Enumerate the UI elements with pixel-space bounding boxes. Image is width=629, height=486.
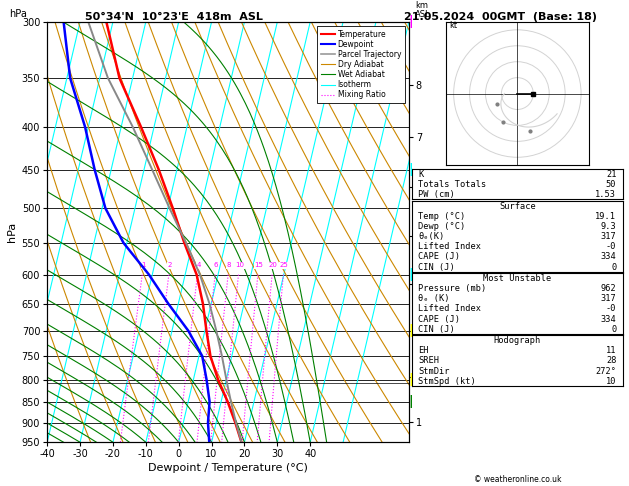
Text: 20: 20 <box>269 262 277 268</box>
Text: 2: 2 <box>168 262 172 268</box>
Text: 334: 334 <box>601 252 616 261</box>
Text: PW (cm): PW (cm) <box>418 191 455 199</box>
Text: Lifted Index: Lifted Index <box>418 304 481 313</box>
Text: Totals Totals: Totals Totals <box>418 180 487 189</box>
Text: 8: 8 <box>227 262 231 268</box>
Y-axis label: hPa: hPa <box>8 222 18 242</box>
Text: km
ASL: km ASL <box>415 1 431 19</box>
Text: 21: 21 <box>606 170 616 179</box>
Text: LCL: LCL <box>416 379 431 388</box>
Text: CIN (J): CIN (J) <box>418 262 455 272</box>
Text: Hodograph: Hodograph <box>494 336 541 345</box>
Text: K: K <box>418 170 423 179</box>
Text: -0: -0 <box>606 243 616 251</box>
Text: 25: 25 <box>280 262 289 268</box>
Legend: Temperature, Dewpoint, Parcel Trajectory, Dry Adiabat, Wet Adiabat, Isotherm, Mi: Temperature, Dewpoint, Parcel Trajectory… <box>317 26 405 103</box>
Text: 28: 28 <box>606 356 616 365</box>
Text: Dewp (°C): Dewp (°C) <box>418 222 465 231</box>
Text: SREH: SREH <box>418 356 439 365</box>
Text: 21.05.2024  00GMT  (Base: 18): 21.05.2024 00GMT (Base: 18) <box>404 12 597 22</box>
Text: -0: -0 <box>606 304 616 313</box>
Text: 50°34'N  10°23'E  418m  ASL: 50°34'N 10°23'E 418m ASL <box>85 12 263 22</box>
Text: 19.1: 19.1 <box>596 212 616 221</box>
Text: 15: 15 <box>254 262 263 268</box>
Text: 962: 962 <box>601 284 616 293</box>
Text: 334: 334 <box>601 314 616 324</box>
Text: 10: 10 <box>606 377 616 385</box>
Text: 0: 0 <box>611 262 616 272</box>
X-axis label: Dewpoint / Temperature (°C): Dewpoint / Temperature (°C) <box>148 463 308 473</box>
Text: Most Unstable: Most Unstable <box>483 274 552 283</box>
Text: 317: 317 <box>601 295 616 303</box>
Text: 9.3: 9.3 <box>601 222 616 231</box>
Text: |: | <box>408 324 413 337</box>
Text: |: | <box>408 16 413 28</box>
Text: |: | <box>408 373 413 386</box>
Text: CAPE (J): CAPE (J) <box>418 252 460 261</box>
Text: kt: kt <box>449 21 457 30</box>
Text: 1.53: 1.53 <box>596 191 616 199</box>
Text: 317: 317 <box>601 232 616 241</box>
Text: hPa: hPa <box>9 9 27 19</box>
Text: © weatheronline.co.uk: © weatheronline.co.uk <box>474 474 561 484</box>
Text: θₑ(K): θₑ(K) <box>418 232 445 241</box>
Text: Temp (°C): Temp (°C) <box>418 212 465 221</box>
Text: StmDir: StmDir <box>418 366 450 376</box>
Text: EH: EH <box>418 347 429 355</box>
Text: 6: 6 <box>214 262 218 268</box>
Text: CIN (J): CIN (J) <box>418 325 455 334</box>
Text: Surface: Surface <box>499 202 536 211</box>
Text: |: | <box>408 395 413 408</box>
Text: 11: 11 <box>606 347 616 355</box>
Text: 272°: 272° <box>596 366 616 376</box>
Text: 1: 1 <box>141 262 146 268</box>
Text: 4: 4 <box>196 262 201 268</box>
Text: 0: 0 <box>611 325 616 334</box>
Text: |: | <box>408 268 413 281</box>
Text: Pressure (mb): Pressure (mb) <box>418 284 487 293</box>
Text: Lifted Index: Lifted Index <box>418 243 481 251</box>
Text: StmSpd (kt): StmSpd (kt) <box>418 377 476 385</box>
Text: |: | <box>408 163 413 176</box>
Text: 50: 50 <box>606 180 616 189</box>
Text: CAPE (J): CAPE (J) <box>418 314 460 324</box>
Text: θₑ (K): θₑ (K) <box>418 295 450 303</box>
Text: 10: 10 <box>235 262 244 268</box>
